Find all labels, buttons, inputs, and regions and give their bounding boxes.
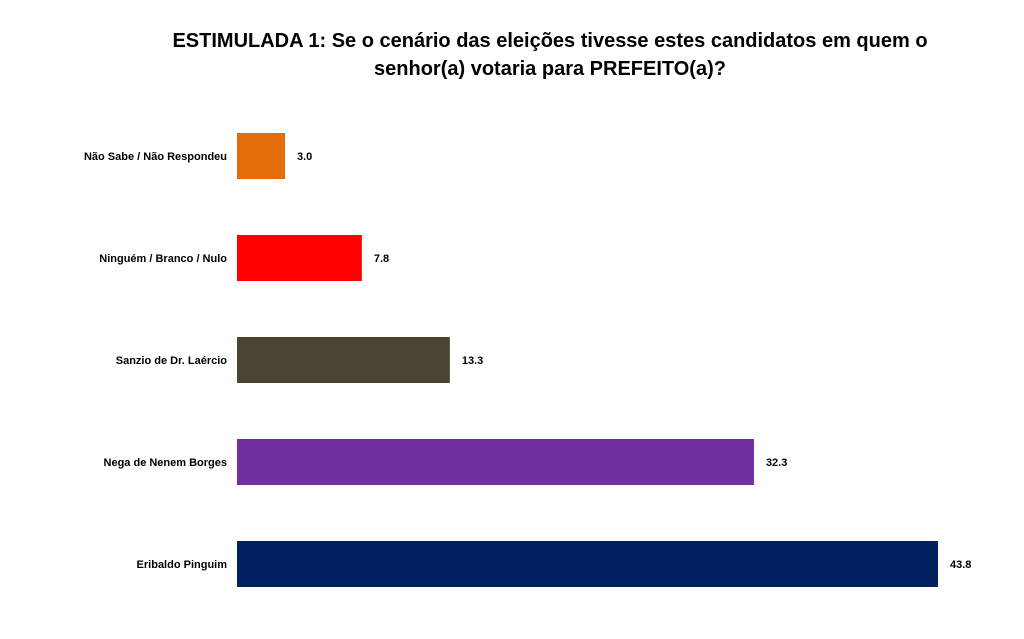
category-label: Sanzio de Dr. Laércio xyxy=(116,355,228,367)
value-label: 3.0 xyxy=(297,151,312,163)
value-label: 32.3 xyxy=(766,457,787,469)
value-label: 43.8 xyxy=(950,559,971,571)
bar xyxy=(237,235,362,281)
value-label: 7.8 xyxy=(374,253,389,265)
category-label: Eribaldo Pinguim xyxy=(137,559,228,571)
chart-title: ESTIMULADA 1: Se o cenário das eleições … xyxy=(172,30,928,80)
category-label: Não Sabe / Não Respondeu xyxy=(84,151,227,163)
bar xyxy=(237,337,450,383)
value-label: 13.3 xyxy=(462,355,483,367)
bar xyxy=(237,133,286,179)
bar xyxy=(237,541,938,587)
category-label: Nega de Nenem Borges xyxy=(104,457,227,469)
bar xyxy=(237,439,754,485)
category-label: Ninguém / Branco / Nulo xyxy=(99,253,227,265)
